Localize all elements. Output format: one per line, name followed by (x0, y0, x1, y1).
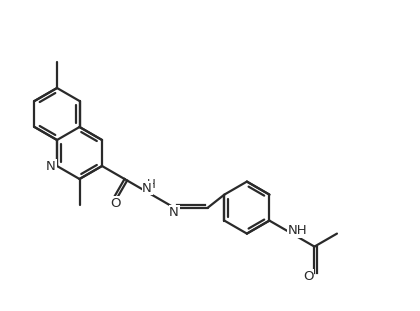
Text: N: N (169, 206, 179, 219)
Text: H: H (147, 179, 155, 192)
Text: O: O (303, 270, 314, 283)
Text: N: N (46, 160, 56, 173)
Text: N: N (142, 182, 152, 194)
Text: NH: NH (288, 224, 308, 237)
Text: O: O (110, 197, 120, 210)
